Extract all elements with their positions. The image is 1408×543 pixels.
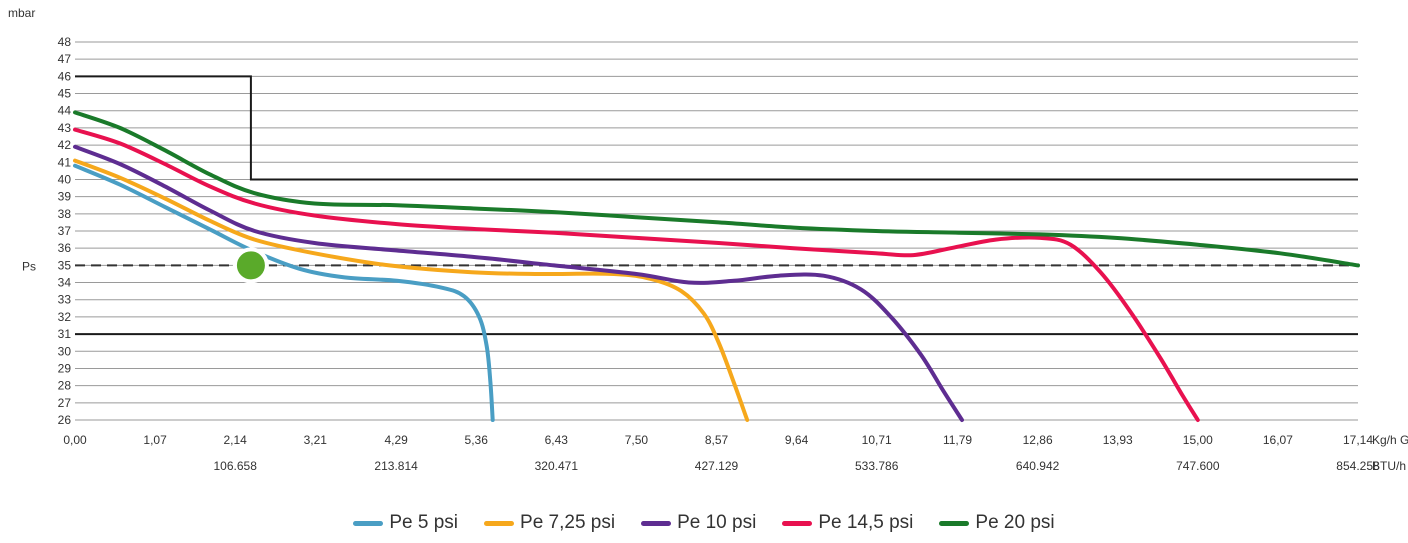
x2-tick-label: 533.786 (855, 459, 899, 473)
x-tick-label: 2,14 (224, 433, 248, 447)
y-tick-label: 47 (58, 52, 72, 66)
limit-curve (75, 75, 1358, 181)
legend-item: Pe 5 psi (353, 512, 458, 534)
y-tick-label: 33 (58, 293, 72, 307)
y-tick-label: 30 (58, 344, 72, 358)
x-tick-label: 13,93 (1103, 433, 1133, 447)
x2-tick-label: 213.814 (374, 459, 418, 473)
x-tick-label: 12,86 (1023, 433, 1053, 447)
y-tick-label: 44 (58, 104, 72, 118)
x2-tick-label: 427.129 (695, 459, 739, 473)
legend-swatch (353, 520, 384, 526)
legend-label: Pe 7,25 psi (520, 512, 616, 533)
series-line (73, 144, 964, 422)
y-tick-label: 35 (58, 258, 72, 272)
x2-tick-label: 320.471 (535, 459, 579, 473)
legend-item: Pe 20 psi (939, 512, 1055, 534)
y-tick-label: 31 (58, 327, 72, 341)
x2-axis-unit: BTU/h GLP (1372, 459, 1408, 473)
legend-label: Pe 20 psi (975, 512, 1055, 533)
x2-tick-label: 106.658 (213, 459, 257, 473)
x-axis-unit: Kg/h GLP (1372, 433, 1408, 447)
x-tick-label: 0,00 (63, 433, 87, 447)
y-tick-label: 42 (58, 138, 72, 152)
legend-item: Pe 14,5 psi (782, 512, 913, 534)
x-tick-label: 1,07 (143, 433, 167, 447)
y-tick-label: 46 (58, 69, 72, 83)
legend-swatch (641, 520, 672, 526)
legend-item: Pe 7,25 psi (484, 512, 615, 534)
y-tick-label: 36 (58, 241, 72, 255)
legend-label: Pe 14,5 psi (818, 512, 914, 533)
y-tick-label: 38 (58, 207, 72, 221)
ps-label: Ps (22, 259, 36, 273)
pressure-flow-chart: mbar 26 27 28 29 30 31 32 33 34 35 36 37 38 39 40 41 42 4… (8, 6, 1408, 473)
y-tick-label: 29 (58, 361, 72, 375)
x-tick-label: 11,79 (943, 433, 972, 447)
legend: Pe 5 psi Pe 7,25 psi Pe 10 psi Pe 14,5 psi P… (0, 512, 1408, 534)
series-line (73, 110, 1360, 268)
legend-swatch (939, 520, 970, 526)
y-tick-label: 27 (58, 396, 72, 410)
y-tick-label: 37 (58, 224, 72, 238)
series-line (73, 158, 750, 422)
legend-item: Pe 10 psi (641, 512, 756, 534)
y-tick-label: 43 (58, 121, 72, 135)
legend-swatch (782, 520, 813, 526)
legend-label: Pe 10 psi (677, 512, 757, 533)
x-tick-label: 7,50 (625, 433, 649, 447)
y-tick-label: 28 (58, 379, 72, 393)
y-tick-label: 41 (58, 155, 72, 169)
x-tick-label: 9,64 (785, 433, 809, 447)
y-tick-label: 26 (58, 413, 72, 427)
series-line (73, 127, 1200, 422)
x-tick-label: 10,71 (862, 433, 892, 447)
x2-tick-label: 747.600 (1176, 459, 1220, 473)
legend-label: Pe 5 psi (389, 512, 459, 533)
y-tick-label: 40 (58, 172, 72, 186)
x2-tick-label: 640.942 (1016, 459, 1060, 473)
x-tick-label: 4,29 (384, 433, 408, 447)
y-tick-labels: 26 27 28 29 30 31 32 33 34 35 36 37 38 39 40 41 42 43 44 45… (58, 35, 72, 427)
y-tick-label: 48 (58, 35, 72, 49)
series-lines (73, 110, 1360, 422)
legend-swatch (484, 520, 515, 526)
x-tick-label: 8,57 (705, 433, 729, 447)
x-tick-labels: 0,00 1,07 2,14 3,21 4,29 5,36 6,43 7,50 8,57 9,64… (63, 433, 1373, 447)
x-tick-label: 6,43 (545, 433, 569, 447)
x2-tick-label: 854.258 (1336, 459, 1380, 473)
y-tick-label: 34 (58, 276, 72, 290)
y-tick-label: 39 (58, 190, 72, 204)
x-tick-label: 16,07 (1263, 433, 1293, 447)
y-tick-label: 45 (58, 87, 72, 101)
x2-tick-labels: 106.658 213.814 320.471 427.129 533.786 640.9… (213, 459, 1380, 473)
y-axis-label: mbar (8, 6, 35, 20)
x-tick-label: 17,14 (1343, 433, 1373, 447)
x-tick-label: 3,21 (304, 433, 328, 447)
x-tick-label: 15,00 (1183, 433, 1213, 447)
series-line (73, 163, 495, 422)
y-tick-label: 32 (58, 310, 72, 324)
operating-point-marker (232, 247, 269, 284)
x-tick-label: 5,36 (465, 433, 489, 447)
